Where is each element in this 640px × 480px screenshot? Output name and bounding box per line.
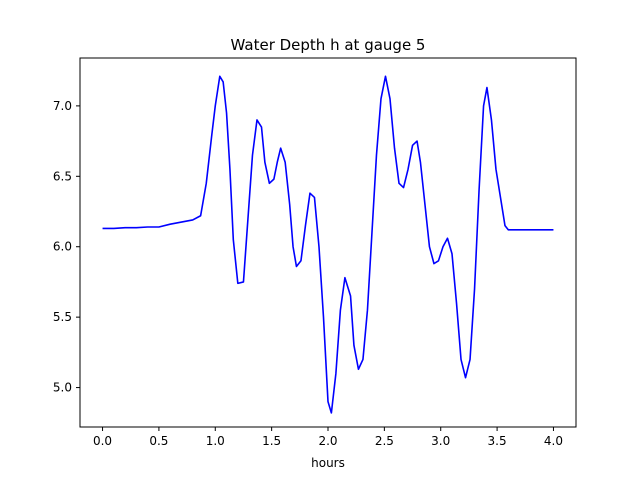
plot-area: 0.0 0.5 1.0 1.5 2.0 2.5 3.0 3.5 4.0 5.0 5.5 6.0 6.5 7… — [53, 57, 577, 448]
y-tick-label: 5.0 — [53, 381, 72, 395]
x-tick-label: 1.5 — [262, 434, 281, 448]
x-tick-label: 4.0 — [544, 434, 563, 448]
x-tick-label: 3.0 — [431, 434, 450, 448]
x-axis-label: hours — [311, 456, 345, 470]
x-tick-label: 1.0 — [206, 434, 225, 448]
x-tick-label: 3.5 — [488, 434, 507, 448]
x-tick-label: 0.0 — [93, 434, 112, 448]
y-tick-label: 7.0 — [53, 99, 72, 113]
y-tick-label: 5.5 — [53, 310, 72, 324]
x-tick-label: 2.0 — [318, 434, 337, 448]
axes-frame — [79, 57, 577, 428]
x-tick-label: 0.5 — [149, 434, 168, 448]
series-line-0 — [102, 75, 554, 414]
y-tick-label: 6.5 — [53, 169, 72, 183]
y-tick-label: 6.0 — [53, 240, 72, 254]
x-tick-label: 2.5 — [375, 434, 394, 448]
chart-title: Water Depth h at gauge 5 — [231, 36, 426, 54]
